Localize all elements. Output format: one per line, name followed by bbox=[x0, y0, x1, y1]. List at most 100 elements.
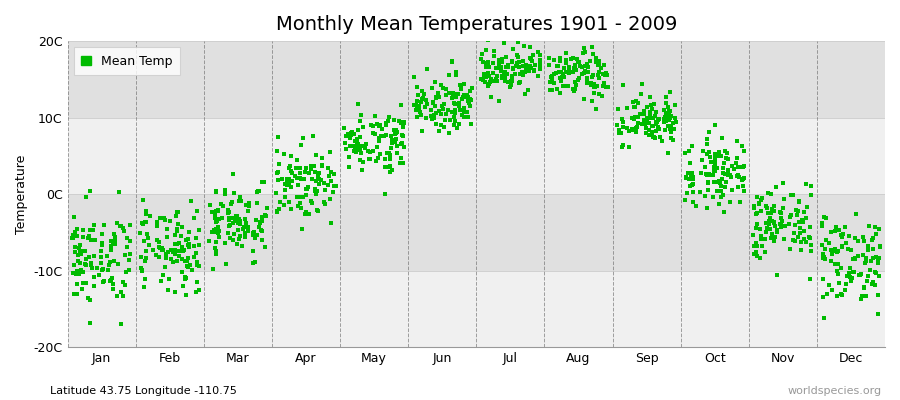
Mean Temp bbox=[859, 293, 873, 299]
Mean Temp bbox=[354, 112, 368, 118]
Mean Temp bbox=[592, 75, 607, 81]
Mean Temp bbox=[341, 131, 356, 138]
Mean Temp bbox=[159, 255, 174, 261]
Mean Temp bbox=[293, 204, 308, 211]
Mean Temp bbox=[712, 148, 726, 155]
Mean Temp bbox=[86, 274, 101, 280]
Mean Temp bbox=[169, 213, 184, 219]
Mean Temp bbox=[382, 150, 396, 156]
Mean Temp bbox=[706, 164, 721, 170]
Mean Temp bbox=[584, 82, 598, 88]
Mean Temp bbox=[751, 194, 765, 200]
Mean Temp bbox=[157, 215, 171, 222]
Mean Temp bbox=[238, 224, 252, 230]
Mean Temp bbox=[388, 139, 402, 145]
Mean Temp bbox=[666, 120, 680, 126]
Mean Temp bbox=[305, 200, 320, 206]
Mean Temp bbox=[523, 44, 537, 50]
Mean Temp bbox=[636, 111, 651, 118]
Mean Temp bbox=[509, 60, 524, 66]
Mean Temp bbox=[835, 242, 850, 249]
Mean Temp bbox=[659, 118, 673, 124]
Mean Temp bbox=[498, 78, 512, 84]
Mean Temp bbox=[818, 214, 832, 221]
Mean Temp bbox=[584, 80, 598, 87]
Mean Temp bbox=[209, 229, 223, 236]
Mean Temp bbox=[513, 71, 527, 77]
Mean Temp bbox=[378, 191, 392, 197]
Mean Temp bbox=[747, 243, 761, 250]
Mean Temp bbox=[389, 136, 403, 142]
Mean Temp bbox=[710, 188, 724, 194]
Mean Temp bbox=[749, 211, 763, 218]
Mean Temp bbox=[182, 244, 196, 250]
Mean Temp bbox=[361, 148, 375, 154]
Mean Temp bbox=[871, 260, 886, 266]
Mean Temp bbox=[270, 209, 284, 215]
Mean Temp bbox=[752, 201, 767, 208]
Mean Temp bbox=[353, 134, 367, 140]
Mean Temp bbox=[357, 145, 372, 151]
Mean Temp bbox=[415, 88, 429, 94]
Mean Temp bbox=[523, 55, 537, 61]
Mean Temp bbox=[649, 109, 663, 116]
Mean Temp bbox=[413, 109, 428, 116]
Mean Temp bbox=[212, 234, 226, 240]
Mean Temp bbox=[596, 83, 610, 89]
Mean Temp bbox=[70, 268, 85, 274]
Mean Temp bbox=[355, 143, 369, 149]
Mean Temp bbox=[317, 180, 331, 186]
Mean Temp bbox=[721, 172, 735, 178]
Mean Temp bbox=[176, 248, 191, 254]
Mean Temp bbox=[393, 102, 408, 108]
Mean Temp bbox=[591, 91, 606, 97]
Mean Temp bbox=[448, 101, 463, 107]
Mean Temp bbox=[637, 117, 652, 124]
Mean Temp bbox=[397, 119, 411, 125]
Mean Temp bbox=[324, 220, 338, 227]
Mean Temp bbox=[287, 172, 302, 179]
Mean Temp bbox=[420, 101, 435, 108]
Mean Temp bbox=[271, 177, 285, 184]
Mean Temp bbox=[730, 138, 744, 144]
Mean Temp bbox=[381, 164, 395, 171]
Mean Temp bbox=[550, 86, 564, 92]
Mean Temp bbox=[774, 210, 788, 216]
Mean Temp bbox=[428, 112, 442, 118]
Mean Temp bbox=[110, 219, 124, 226]
Mean Temp bbox=[651, 124, 665, 130]
Mean Temp bbox=[152, 244, 166, 250]
Mean Temp bbox=[760, 205, 774, 211]
Mean Temp bbox=[533, 52, 547, 58]
Mean Temp bbox=[209, 189, 223, 196]
Mean Temp bbox=[324, 169, 338, 176]
Mean Temp bbox=[861, 247, 876, 253]
Mean Temp bbox=[589, 106, 603, 113]
Mean Temp bbox=[706, 179, 721, 185]
Mean Temp bbox=[702, 129, 716, 135]
Mean Temp bbox=[139, 219, 153, 226]
Mean Temp bbox=[598, 70, 613, 76]
Mean Temp bbox=[640, 104, 654, 111]
Mean Temp bbox=[141, 235, 156, 242]
Mean Temp bbox=[721, 167, 735, 173]
Mean Temp bbox=[394, 141, 409, 147]
Mean Temp bbox=[580, 61, 594, 68]
Mean Temp bbox=[655, 138, 670, 144]
Mean Temp bbox=[312, 169, 327, 176]
Mean Temp bbox=[73, 260, 87, 266]
Mean Temp bbox=[83, 188, 97, 194]
Mean Temp bbox=[211, 207, 225, 214]
Mean Temp bbox=[735, 164, 750, 170]
Mean Temp bbox=[133, 253, 148, 260]
Mean Temp bbox=[184, 198, 198, 204]
Mean Temp bbox=[763, 226, 778, 232]
Mean Temp bbox=[683, 183, 698, 189]
Mean Temp bbox=[494, 56, 508, 62]
Mean Temp bbox=[238, 220, 253, 226]
Mean Temp bbox=[796, 228, 811, 234]
Mean Temp bbox=[552, 69, 566, 75]
Mean Temp bbox=[473, 56, 488, 62]
Mean Temp bbox=[229, 212, 243, 219]
Mean Temp bbox=[498, 74, 512, 80]
